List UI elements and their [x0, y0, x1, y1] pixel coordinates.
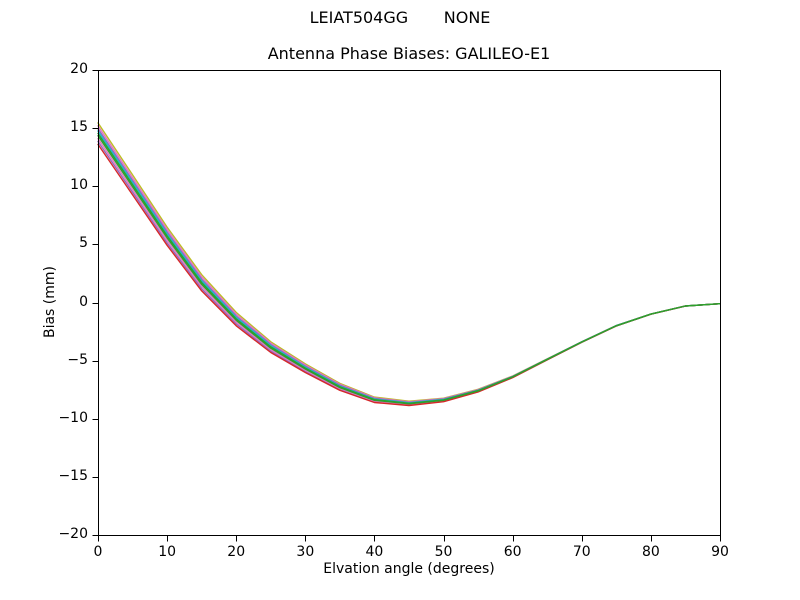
y-tick-label: 0: [79, 293, 88, 310]
x-tick-label: 50: [434, 544, 453, 560]
x-tick-label: 0: [93, 544, 103, 560]
x-tick-label: 30: [296, 544, 315, 560]
y-tick-label: −20: [58, 526, 88, 542]
y-tick-label: 15: [70, 119, 88, 136]
y-tick-label: −5: [67, 351, 88, 368]
series-line-4: [97, 130, 721, 404]
x-tick-label: 80: [641, 544, 660, 560]
y-tick-label: 20: [70, 61, 88, 77]
series-line-3: [97, 127, 721, 404]
x-tick-label: 90: [711, 544, 729, 560]
x-tick-label: 60: [503, 544, 522, 560]
x-tick-label: 70: [572, 544, 591, 560]
y-tick-label: −10: [58, 409, 88, 426]
series-line-8: [97, 132, 721, 404]
x-tick-label: 20: [227, 544, 246, 560]
axes-spines: [98, 70, 721, 536]
x-tick-label: 10: [158, 544, 177, 560]
y-tick-label: −15: [58, 467, 88, 484]
x-axis-label: Elvation angle (degrees): [323, 561, 495, 577]
series-line-9: [97, 134, 721, 405]
chart-title: Antenna Phase Biases: GALILEO-E1: [267, 44, 551, 63]
y-tick-label: 10: [70, 177, 88, 194]
x-tick-label: 40: [365, 544, 384, 560]
figure-title: LEIAT504GG NONE: [309, 8, 491, 27]
y-tick-label: 5: [79, 235, 88, 252]
